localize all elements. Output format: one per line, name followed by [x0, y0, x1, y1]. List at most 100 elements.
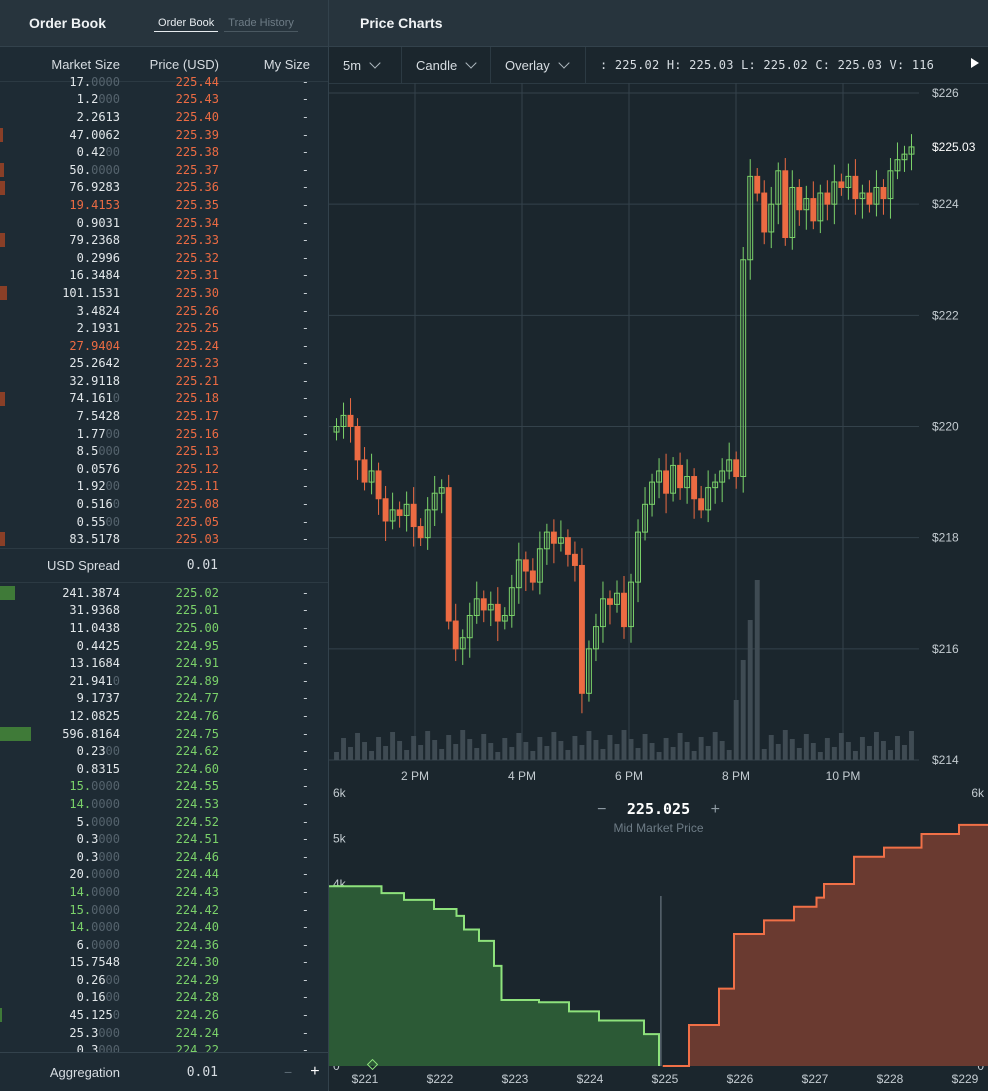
ask-row[interactable]: 101.1531 225.30 - [0, 284, 328, 302]
mid-decrease-button[interactable]: − [597, 801, 607, 818]
ask-row[interactable]: 1.9200 225.11 - [0, 478, 328, 496]
price-charts-panel: Price Charts 5m Candle Overlay : 225.02 … [329, 0, 988, 1091]
ask-row[interactable]: 0.0576 225.12 - [0, 460, 328, 478]
bid-row[interactable]: 14.0000 224.40 - [0, 918, 328, 936]
ask-row[interactable]: 0.9031 225.34 - [0, 214, 328, 232]
ask-row[interactable]: 7.5428 225.17 - [0, 407, 328, 425]
bid-row[interactable]: 25.3000 224.24 - [0, 1024, 328, 1042]
market-size: 25.3000 [69, 1025, 120, 1040]
bid-row[interactable]: 0.8315 224.60 - [0, 760, 328, 778]
volume-bar [530, 751, 536, 760]
bid-row[interactable]: 0.4425 224.95 - [0, 637, 328, 655]
price: 225.26 [175, 303, 219, 318]
ask-row[interactable]: 0.2996 225.32 - [0, 249, 328, 267]
ask-row[interactable]: 0.5500 225.05 - [0, 513, 328, 531]
volume-bar [467, 739, 473, 760]
bid-row[interactable]: 0.1600 224.28 - [0, 989, 328, 1007]
bid-row[interactable]: 15.0000 224.42 - [0, 901, 328, 919]
candle-body [600, 598, 606, 628]
bid-row[interactable]: 0.3000 224.51 - [0, 830, 328, 848]
ask-row[interactable]: 27.9404 225.24 - [0, 337, 328, 355]
market-size: 17.0000 [69, 74, 120, 89]
candle-body [621, 592, 627, 628]
bid-row[interactable]: 12.0825 224.76 - [0, 707, 328, 725]
bid-row[interactable]: 241.3874 225.02 - [0, 584, 328, 602]
bid-row[interactable]: 0.3000 224.46 - [0, 848, 328, 866]
market-size: 20.0000 [69, 867, 120, 882]
play-icon[interactable] [971, 58, 979, 68]
my-size: - [301, 867, 309, 882]
ask-row[interactable]: 1.7700 225.16 - [0, 425, 328, 443]
depth-chart[interactable]: 00100010002k2k3k3k4k4k5k5k6k6k$221$222$2… [329, 783, 988, 1091]
bid-row[interactable]: 596.8164 224.75 - [0, 725, 328, 743]
price: 224.29 [175, 972, 219, 987]
mid-increase-button[interactable]: + [710, 801, 720, 818]
order-book-column-headers: Market Size Price (USD) My Size [0, 47, 328, 82]
bid-row[interactable]: 15.0000 224.55 - [0, 778, 328, 796]
volume-bar [902, 745, 907, 760]
ask-row[interactable]: 47.0062 225.39 - [0, 126, 328, 144]
my-size: - [301, 127, 309, 142]
ask-row[interactable]: 74.1610 225.18 - [0, 390, 328, 408]
market-size: 0.5500 [76, 514, 120, 529]
x-tick-label: 6 PM [615, 769, 643, 783]
candle-body [838, 181, 845, 188]
ask-row[interactable]: 1.2000 225.43 - [0, 91, 328, 109]
tab-order-book[interactable]: Order Book [154, 15, 219, 32]
bid-row[interactable]: 9.1737 224.77 - [0, 690, 328, 708]
ask-row[interactable]: 3.4824 225.26 - [0, 302, 328, 320]
bid-row[interactable]: 45.1250 224.26 - [0, 1006, 328, 1024]
ask-row[interactable]: 83.5178 225.03 - [0, 530, 328, 548]
bid-row[interactable]: 11.0438 225.00 - [0, 619, 328, 637]
bid-row[interactable]: 14.0000 224.53 - [0, 795, 328, 813]
ask-row[interactable]: 17.0000 225.44 - [0, 73, 328, 91]
ask-row[interactable]: 2.2613 225.40 - [0, 108, 328, 126]
bid-row[interactable]: 21.9410 224.89 - [0, 672, 328, 690]
volume-bar [614, 744, 620, 760]
bid-row[interactable]: 5.0000 224.52 - [0, 813, 328, 831]
candlestick-chart[interactable]: $226 $224 $222 $220 $218 $216 $214 2 PM 4 PM 6 PM… [329, 83, 988, 783]
volume-bar [895, 736, 900, 760]
ask-row[interactable]: 2.1931 225.25 - [0, 319, 328, 337]
market-size: 2.2613 [76, 109, 120, 124]
ask-row[interactable]: 79.2368 225.33 - [0, 231, 328, 249]
bid-row[interactable]: 14.0000 224.43 - [0, 883, 328, 901]
bid-row[interactable]: 31.9368 225.01 - [0, 602, 328, 620]
y-tick-label: $214 [932, 753, 959, 767]
volume-bar [348, 747, 353, 760]
spread-row: USD Spread 0.01 [0, 548, 328, 584]
ask-row[interactable]: 25.2642 225.23 - [0, 355, 328, 373]
ask-row[interactable]: 32.9118 225.21 - [0, 372, 328, 390]
price: 225.16 [175, 426, 219, 441]
volume-bar [859, 737, 865, 760]
bid-row[interactable]: 6.0000 224.36 - [0, 936, 328, 954]
ask-row[interactable]: 76.9283 225.36 - [0, 179, 328, 197]
market-size: 13.1684 [69, 656, 120, 671]
bid-row[interactable]: 0.2300 224.62 - [0, 742, 328, 760]
chart-type-dropdown[interactable]: Candle [402, 47, 491, 83]
ask-row[interactable]: 8.5000 225.13 - [0, 442, 328, 460]
bid-row[interactable]: 0.2600 224.29 - [0, 971, 328, 989]
bid-row[interactable]: 13.1684 224.91 - [0, 654, 328, 672]
aggregation-decrease-button[interactable]: − [284, 1064, 293, 1080]
volume-bar [677, 733, 683, 760]
ask-row[interactable]: 50.0000 225.37 - [0, 161, 328, 179]
bid-row[interactable]: 20.0000 224.44 - [0, 866, 328, 884]
my-size: - [301, 303, 309, 318]
tab-trade-history[interactable]: Trade History [224, 15, 298, 32]
my-size: - [301, 74, 309, 89]
ask-row[interactable]: 16.3484 225.31 - [0, 267, 328, 285]
bid-row[interactable]: 15.7548 224.30 - [0, 954, 328, 972]
candle-body [389, 509, 396, 522]
last-price-label: $225.03 [932, 140, 976, 154]
ask-row[interactable]: 0.5160 225.08 - [0, 495, 328, 513]
interval-dropdown[interactable]: 5m [329, 47, 402, 83]
candle-body [677, 464, 684, 489]
ask-row[interactable]: 19.4153 225.35 - [0, 196, 328, 214]
chart-toolbar: 5m Candle Overlay : 225.02 H: 225.03 L: … [329, 47, 988, 84]
ask-row[interactable]: 0.4200 225.38 - [0, 143, 328, 161]
aggregation-increase-button[interactable]: + [310, 1063, 320, 1080]
my-size: - [301, 356, 309, 371]
price: 224.77 [175, 691, 219, 706]
overlay-dropdown[interactable]: Overlay [491, 47, 586, 83]
